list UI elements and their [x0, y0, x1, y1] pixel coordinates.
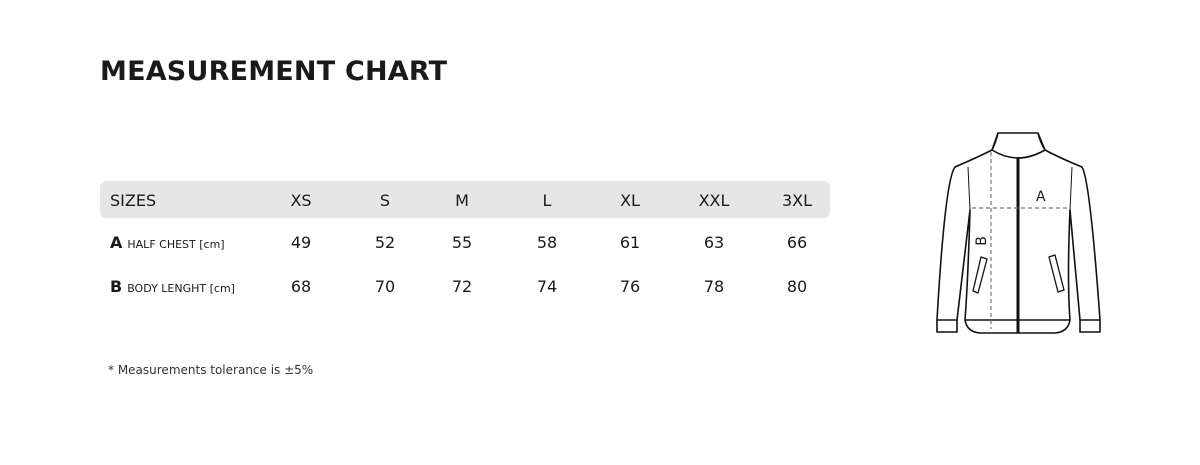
table-cell: 68: [290, 277, 312, 296]
page-title: MEASUREMENT CHART: [100, 56, 448, 87]
table-cell: 70: [374, 277, 396, 296]
table-cell: 63: [703, 233, 725, 252]
size-header-0: XS: [290, 191, 312, 210]
table-cell: 74: [536, 277, 558, 296]
row-label-text: HALF CHEST [cm]: [127, 238, 225, 251]
table-header-bar: [100, 181, 830, 218]
table-cell: 52: [374, 233, 396, 252]
label-b: B: [973, 236, 990, 246]
size-header-5: XXL: [698, 191, 730, 210]
table-cell: 66: [786, 233, 808, 252]
row-label: A HALF CHEST [cm]: [110, 233, 225, 252]
table-cell: 58: [536, 233, 558, 252]
size-header-3: L: [542, 191, 552, 210]
row-key: B: [110, 277, 123, 296]
row-label-text: BODY LENGHT [cm]: [127, 282, 235, 295]
table-cell: 61: [619, 233, 641, 252]
table-cell: 55: [451, 233, 473, 252]
size-header-2: M: [455, 191, 469, 210]
size-header-4: XL: [620, 191, 640, 210]
jacket-diagram-icon: [936, 132, 1101, 334]
table-cell: 49: [290, 233, 312, 252]
label-a: A: [1036, 189, 1046, 205]
size-header-1: S: [379, 191, 391, 210]
size-header-6: 3XL: [781, 191, 813, 210]
sizes-header: SIZES: [110, 191, 157, 210]
row-key: A: [110, 233, 123, 252]
table-cell: 80: [786, 277, 808, 296]
table-cell: 76: [619, 277, 641, 296]
tolerance-note: * Measurements tolerance is ±5%: [108, 363, 314, 377]
row-label: B BODY LENGHT [cm]: [110, 277, 235, 296]
table-cell: 78: [703, 277, 725, 296]
table-cell: 72: [451, 277, 473, 296]
